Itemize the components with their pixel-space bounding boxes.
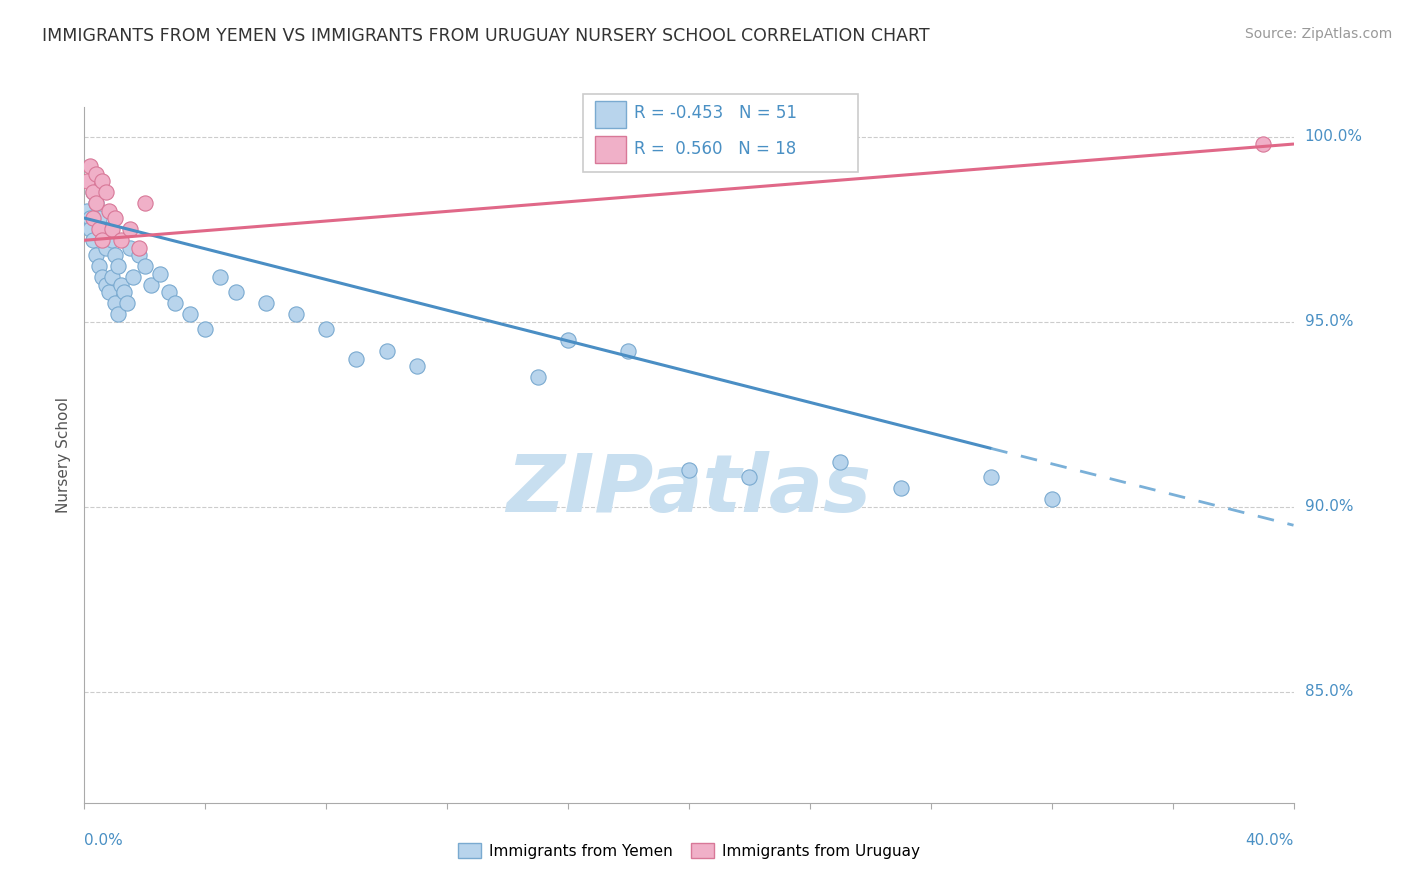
Point xyxy=(89,259,111,273)
Point xyxy=(76,174,98,188)
Point xyxy=(194,322,217,336)
Point xyxy=(91,222,114,236)
Point xyxy=(104,211,127,225)
Point xyxy=(225,285,247,299)
Point xyxy=(617,344,640,359)
Point xyxy=(890,481,912,495)
Y-axis label: Nursery School: Nursery School xyxy=(56,397,72,513)
Text: ZIPatlas: ZIPatlas xyxy=(506,450,872,529)
Point xyxy=(82,211,104,225)
Point xyxy=(94,185,117,199)
Point xyxy=(91,174,114,188)
Text: 90.0%: 90.0% xyxy=(1305,500,1353,514)
Point xyxy=(110,277,132,292)
Point xyxy=(163,296,186,310)
Point xyxy=(86,248,108,262)
Point xyxy=(100,222,122,236)
Text: 95.0%: 95.0% xyxy=(1305,314,1353,329)
Point xyxy=(118,241,141,255)
Point xyxy=(1251,136,1274,151)
Point xyxy=(254,296,277,310)
Point xyxy=(100,233,122,247)
Point xyxy=(115,296,138,310)
Point xyxy=(134,196,156,211)
Point xyxy=(91,233,114,247)
Point xyxy=(79,211,101,225)
Point xyxy=(86,167,108,181)
Point xyxy=(94,241,117,255)
Point xyxy=(121,270,143,285)
Point xyxy=(82,233,104,247)
Point xyxy=(128,248,150,262)
Point xyxy=(97,222,120,236)
Text: R =  0.560   N = 18: R = 0.560 N = 18 xyxy=(634,140,796,158)
Point xyxy=(284,307,308,321)
Point xyxy=(91,270,114,285)
Point xyxy=(82,185,104,199)
Point xyxy=(104,296,127,310)
Point xyxy=(86,196,108,211)
Point xyxy=(118,222,141,236)
Text: Source: ZipAtlas.com: Source: ZipAtlas.com xyxy=(1244,27,1392,41)
Point xyxy=(112,285,135,299)
Point xyxy=(104,248,127,262)
Point xyxy=(97,285,120,299)
Text: R = -0.453   N = 51: R = -0.453 N = 51 xyxy=(634,104,797,122)
Point xyxy=(139,277,162,292)
Point xyxy=(375,344,398,359)
Point xyxy=(406,359,429,373)
Text: 100.0%: 100.0% xyxy=(1305,129,1362,145)
Point xyxy=(134,259,156,273)
Point xyxy=(157,285,180,299)
Point xyxy=(315,322,337,336)
Point xyxy=(107,307,129,321)
Point xyxy=(149,267,172,281)
Point xyxy=(86,196,108,211)
Text: IMMIGRANTS FROM YEMEN VS IMMIGRANTS FROM URUGUAY NURSERY SCHOOL CORRELATION CHAR: IMMIGRANTS FROM YEMEN VS IMMIGRANTS FROM… xyxy=(42,27,929,45)
Point xyxy=(89,211,111,225)
Text: 40.0%: 40.0% xyxy=(1246,833,1294,848)
Point xyxy=(100,270,122,285)
Point xyxy=(738,470,761,484)
Point xyxy=(110,233,132,247)
Point xyxy=(209,270,232,285)
Legend: Immigrants from Yemen, Immigrants from Uruguay: Immigrants from Yemen, Immigrants from U… xyxy=(453,837,925,864)
Text: 85.0%: 85.0% xyxy=(1305,684,1353,699)
Text: 0.0%: 0.0% xyxy=(84,833,124,848)
Point xyxy=(94,277,117,292)
Point xyxy=(128,241,150,255)
Point xyxy=(82,185,104,199)
Point xyxy=(107,259,129,273)
Point xyxy=(1040,492,1063,507)
Point xyxy=(678,463,700,477)
Point xyxy=(557,333,579,347)
Point xyxy=(526,370,548,384)
Point xyxy=(346,351,368,366)
Point xyxy=(97,203,120,218)
Point xyxy=(980,470,1002,484)
Point xyxy=(79,222,101,236)
Point xyxy=(76,203,98,218)
Point xyxy=(179,307,201,321)
Point xyxy=(79,159,101,173)
Point xyxy=(89,222,111,236)
Point xyxy=(830,455,852,469)
